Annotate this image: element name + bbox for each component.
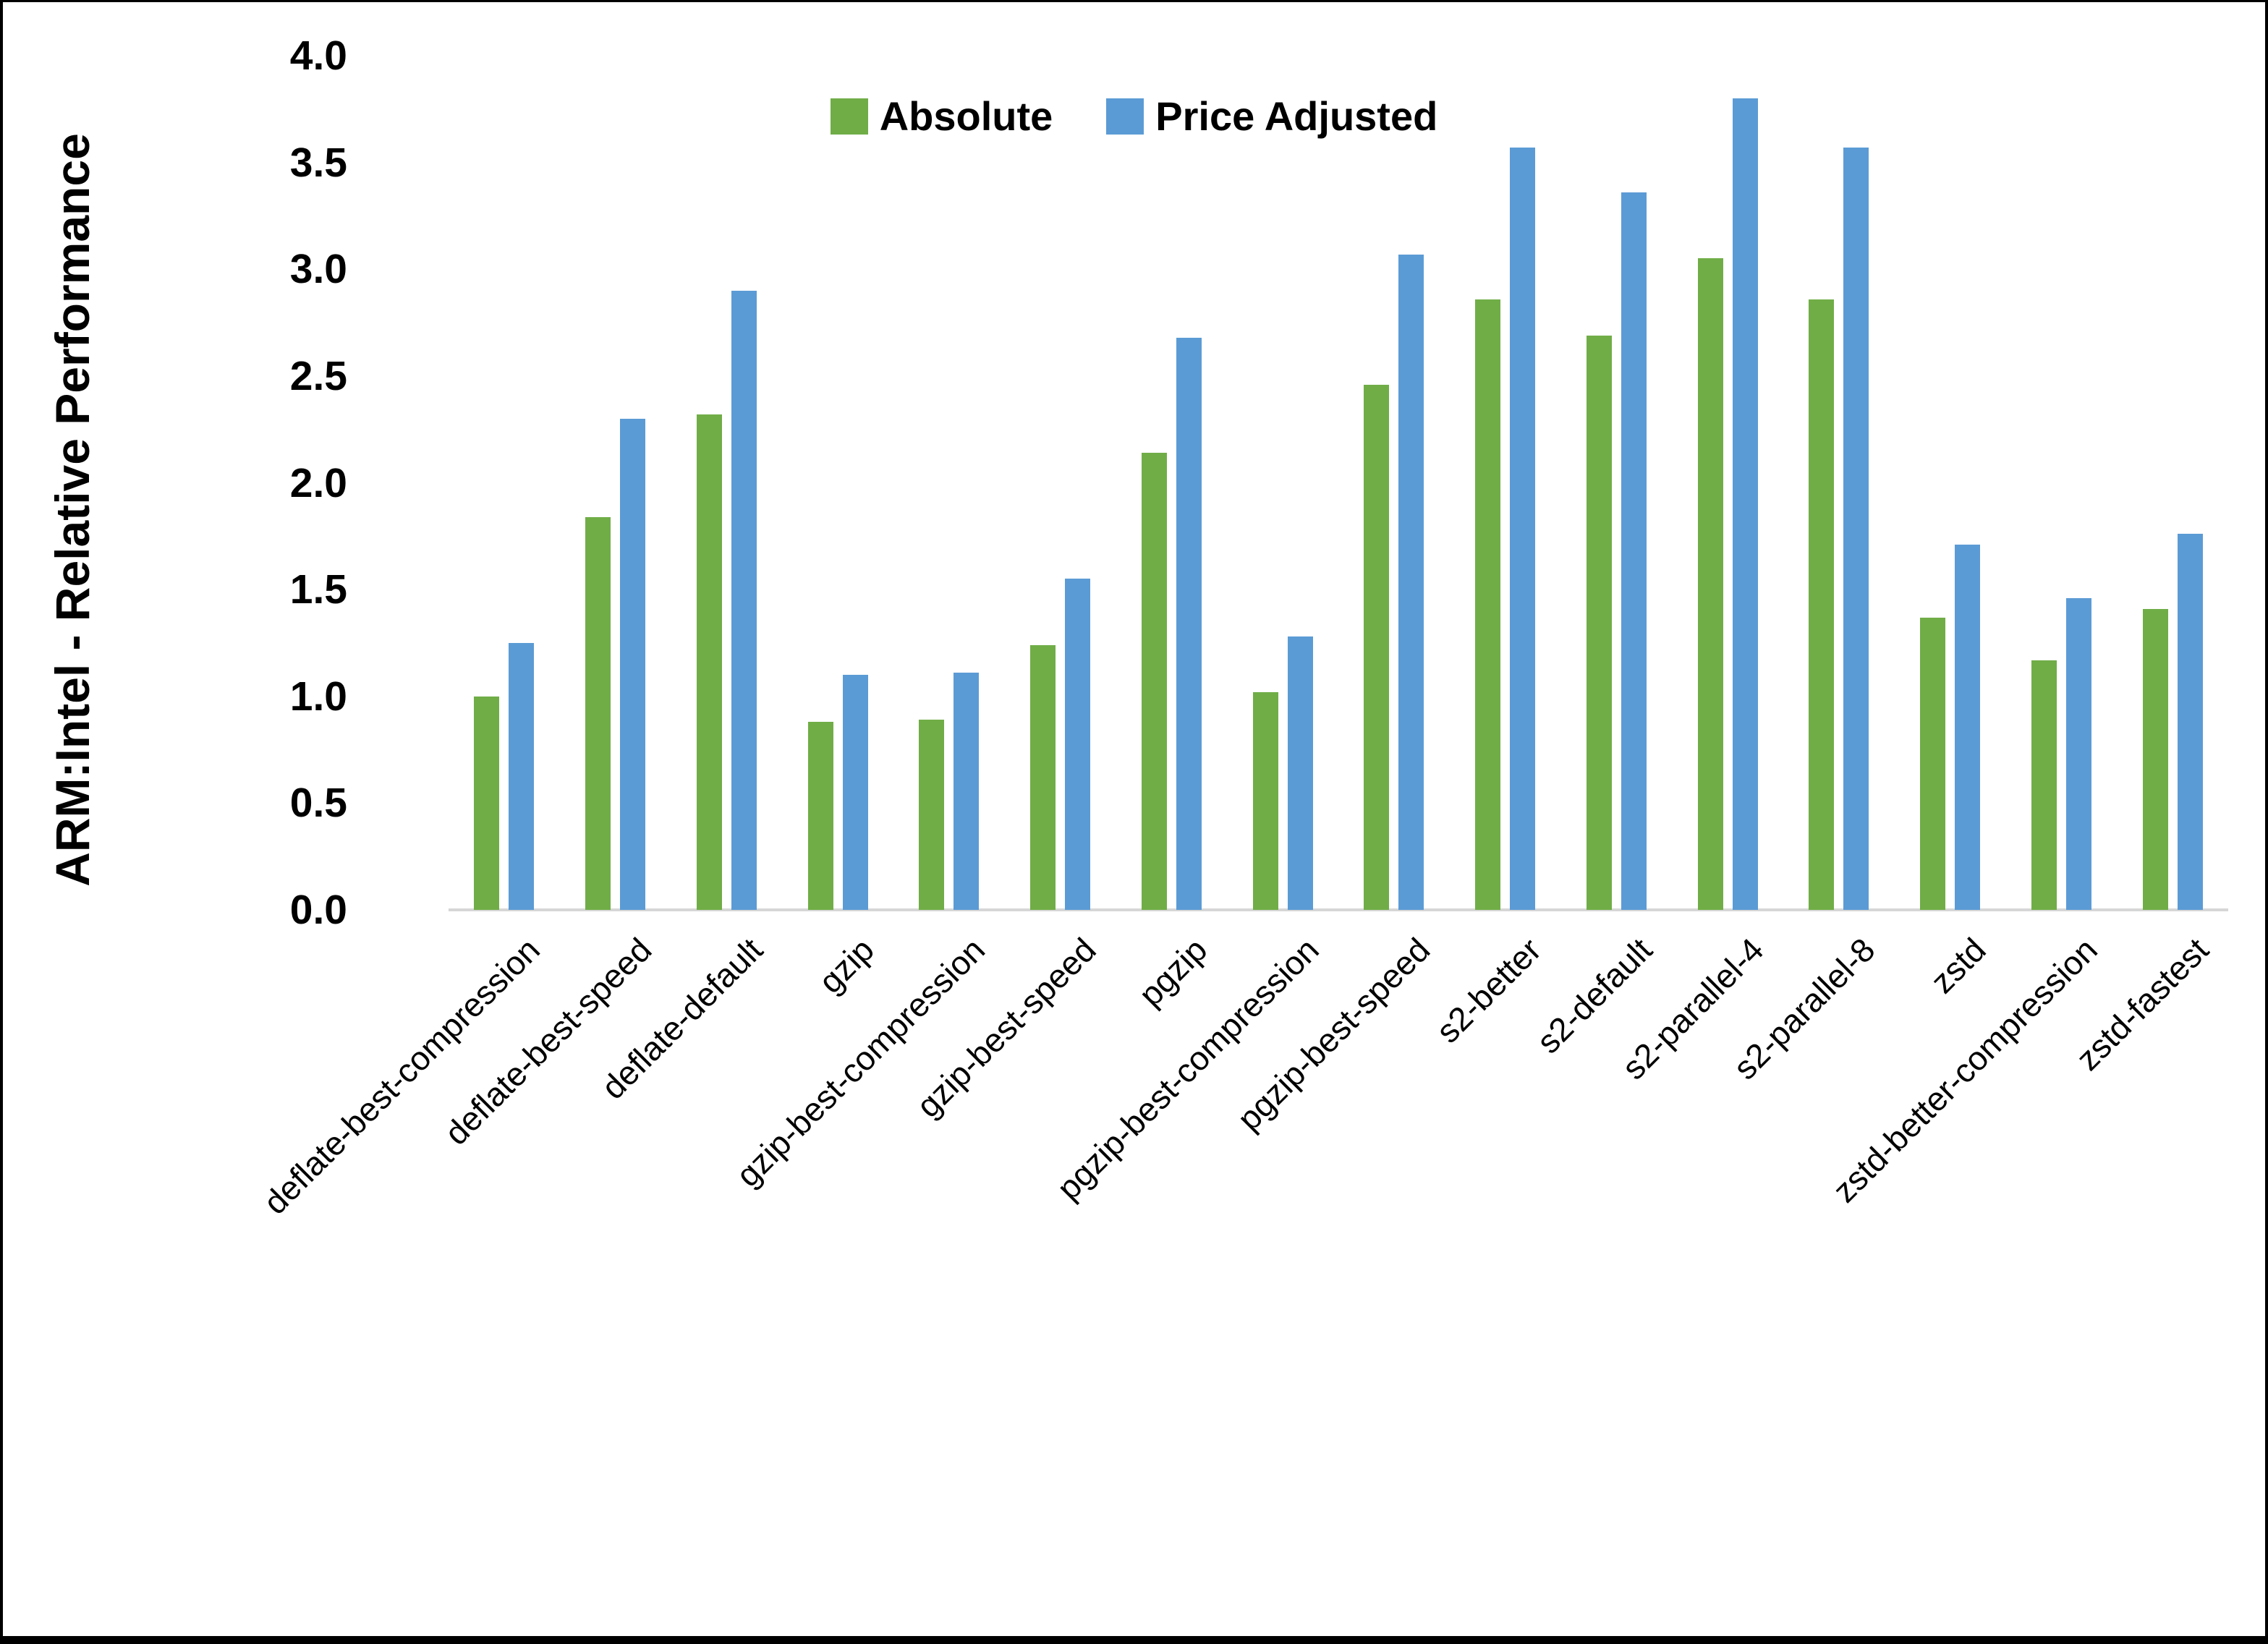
bar-price-adjusted bbox=[1955, 545, 1980, 910]
bar-absolute bbox=[1253, 692, 1278, 910]
y-axis-title: ARM:Intel - Relative Performance bbox=[46, 133, 99, 887]
y-tick-label: 4.0 bbox=[289, 33, 347, 79]
y-tick-label: 3.5 bbox=[289, 139, 347, 186]
y-tick-label: 3.0 bbox=[289, 246, 347, 293]
bar-absolute bbox=[1698, 258, 1723, 910]
bar-absolute bbox=[1475, 299, 1500, 910]
bar-absolute bbox=[1920, 618, 1945, 910]
category-label: gzip bbox=[811, 930, 881, 1001]
y-tick-label: 1.5 bbox=[289, 566, 347, 613]
y-tick-label: 2.5 bbox=[289, 352, 347, 399]
bar-price-adjusted bbox=[1065, 579, 1090, 910]
bar-absolute bbox=[808, 722, 833, 910]
legend: Absolute Price Adjusted bbox=[0, 93, 2268, 140]
bar-absolute bbox=[585, 517, 611, 910]
x-axis-line bbox=[449, 908, 2228, 911]
y-tick-label: 2.0 bbox=[289, 459, 347, 506]
bar-price-adjusted bbox=[2066, 598, 2091, 910]
category-label: zstd bbox=[1923, 930, 1994, 1001]
bar-absolute bbox=[1030, 645, 1056, 910]
y-tick-label: 0.5 bbox=[289, 780, 347, 827]
bar-price-adjusted bbox=[1843, 148, 1869, 910]
y-tick-label: 1.0 bbox=[289, 673, 347, 720]
legend-item-price-adjusted: Price Adjusted bbox=[1106, 93, 1437, 140]
legend-item-absolute: Absolute bbox=[830, 93, 1053, 140]
bar-absolute bbox=[697, 414, 722, 910]
category-label: pgzip bbox=[1131, 930, 1215, 1014]
bar-price-adjusted bbox=[1733, 98, 1758, 910]
bar-price-adjusted bbox=[1621, 192, 1647, 910]
bar-price-adjusted bbox=[843, 675, 868, 910]
legend-swatch-price-adjusted bbox=[1106, 98, 1144, 135]
bar-price-adjusted bbox=[1176, 338, 1202, 910]
bar-absolute bbox=[1364, 385, 1389, 910]
bar-price-adjusted bbox=[731, 291, 757, 910]
legend-swatch-absolute bbox=[830, 98, 868, 135]
legend-label-absolute: Absolute bbox=[879, 93, 1053, 139]
bar-price-adjusted bbox=[954, 673, 979, 910]
category-label: deflate-best-speed bbox=[436, 930, 659, 1152]
bar-price-adjusted bbox=[509, 643, 534, 910]
bar-price-adjusted bbox=[1288, 636, 1313, 910]
y-tick-label: 0.0 bbox=[289, 887, 347, 933]
bar-price-adjusted bbox=[1398, 255, 1424, 910]
bar-absolute bbox=[474, 697, 499, 910]
bar-absolute bbox=[919, 720, 944, 910]
category-label: pgzip-best-speed bbox=[1230, 930, 1437, 1138]
bar-absolute bbox=[1809, 299, 1834, 910]
bar-absolute bbox=[2031, 660, 2057, 910]
bar-price-adjusted bbox=[1510, 148, 1535, 910]
bar-absolute bbox=[1142, 453, 1167, 910]
bar-price-adjusted bbox=[2178, 534, 2203, 910]
bar-price-adjusted bbox=[620, 419, 645, 910]
bar-absolute bbox=[2143, 609, 2168, 910]
legend-label-price-adjusted: Price Adjusted bbox=[1155, 93, 1438, 139]
bar-absolute bbox=[1587, 336, 1612, 910]
